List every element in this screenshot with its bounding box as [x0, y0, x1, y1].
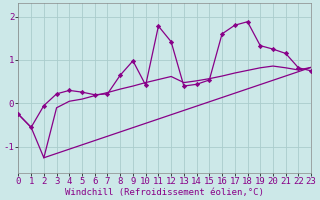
X-axis label: Windchill (Refroidissement éolien,°C): Windchill (Refroidissement éolien,°C) — [65, 188, 264, 197]
